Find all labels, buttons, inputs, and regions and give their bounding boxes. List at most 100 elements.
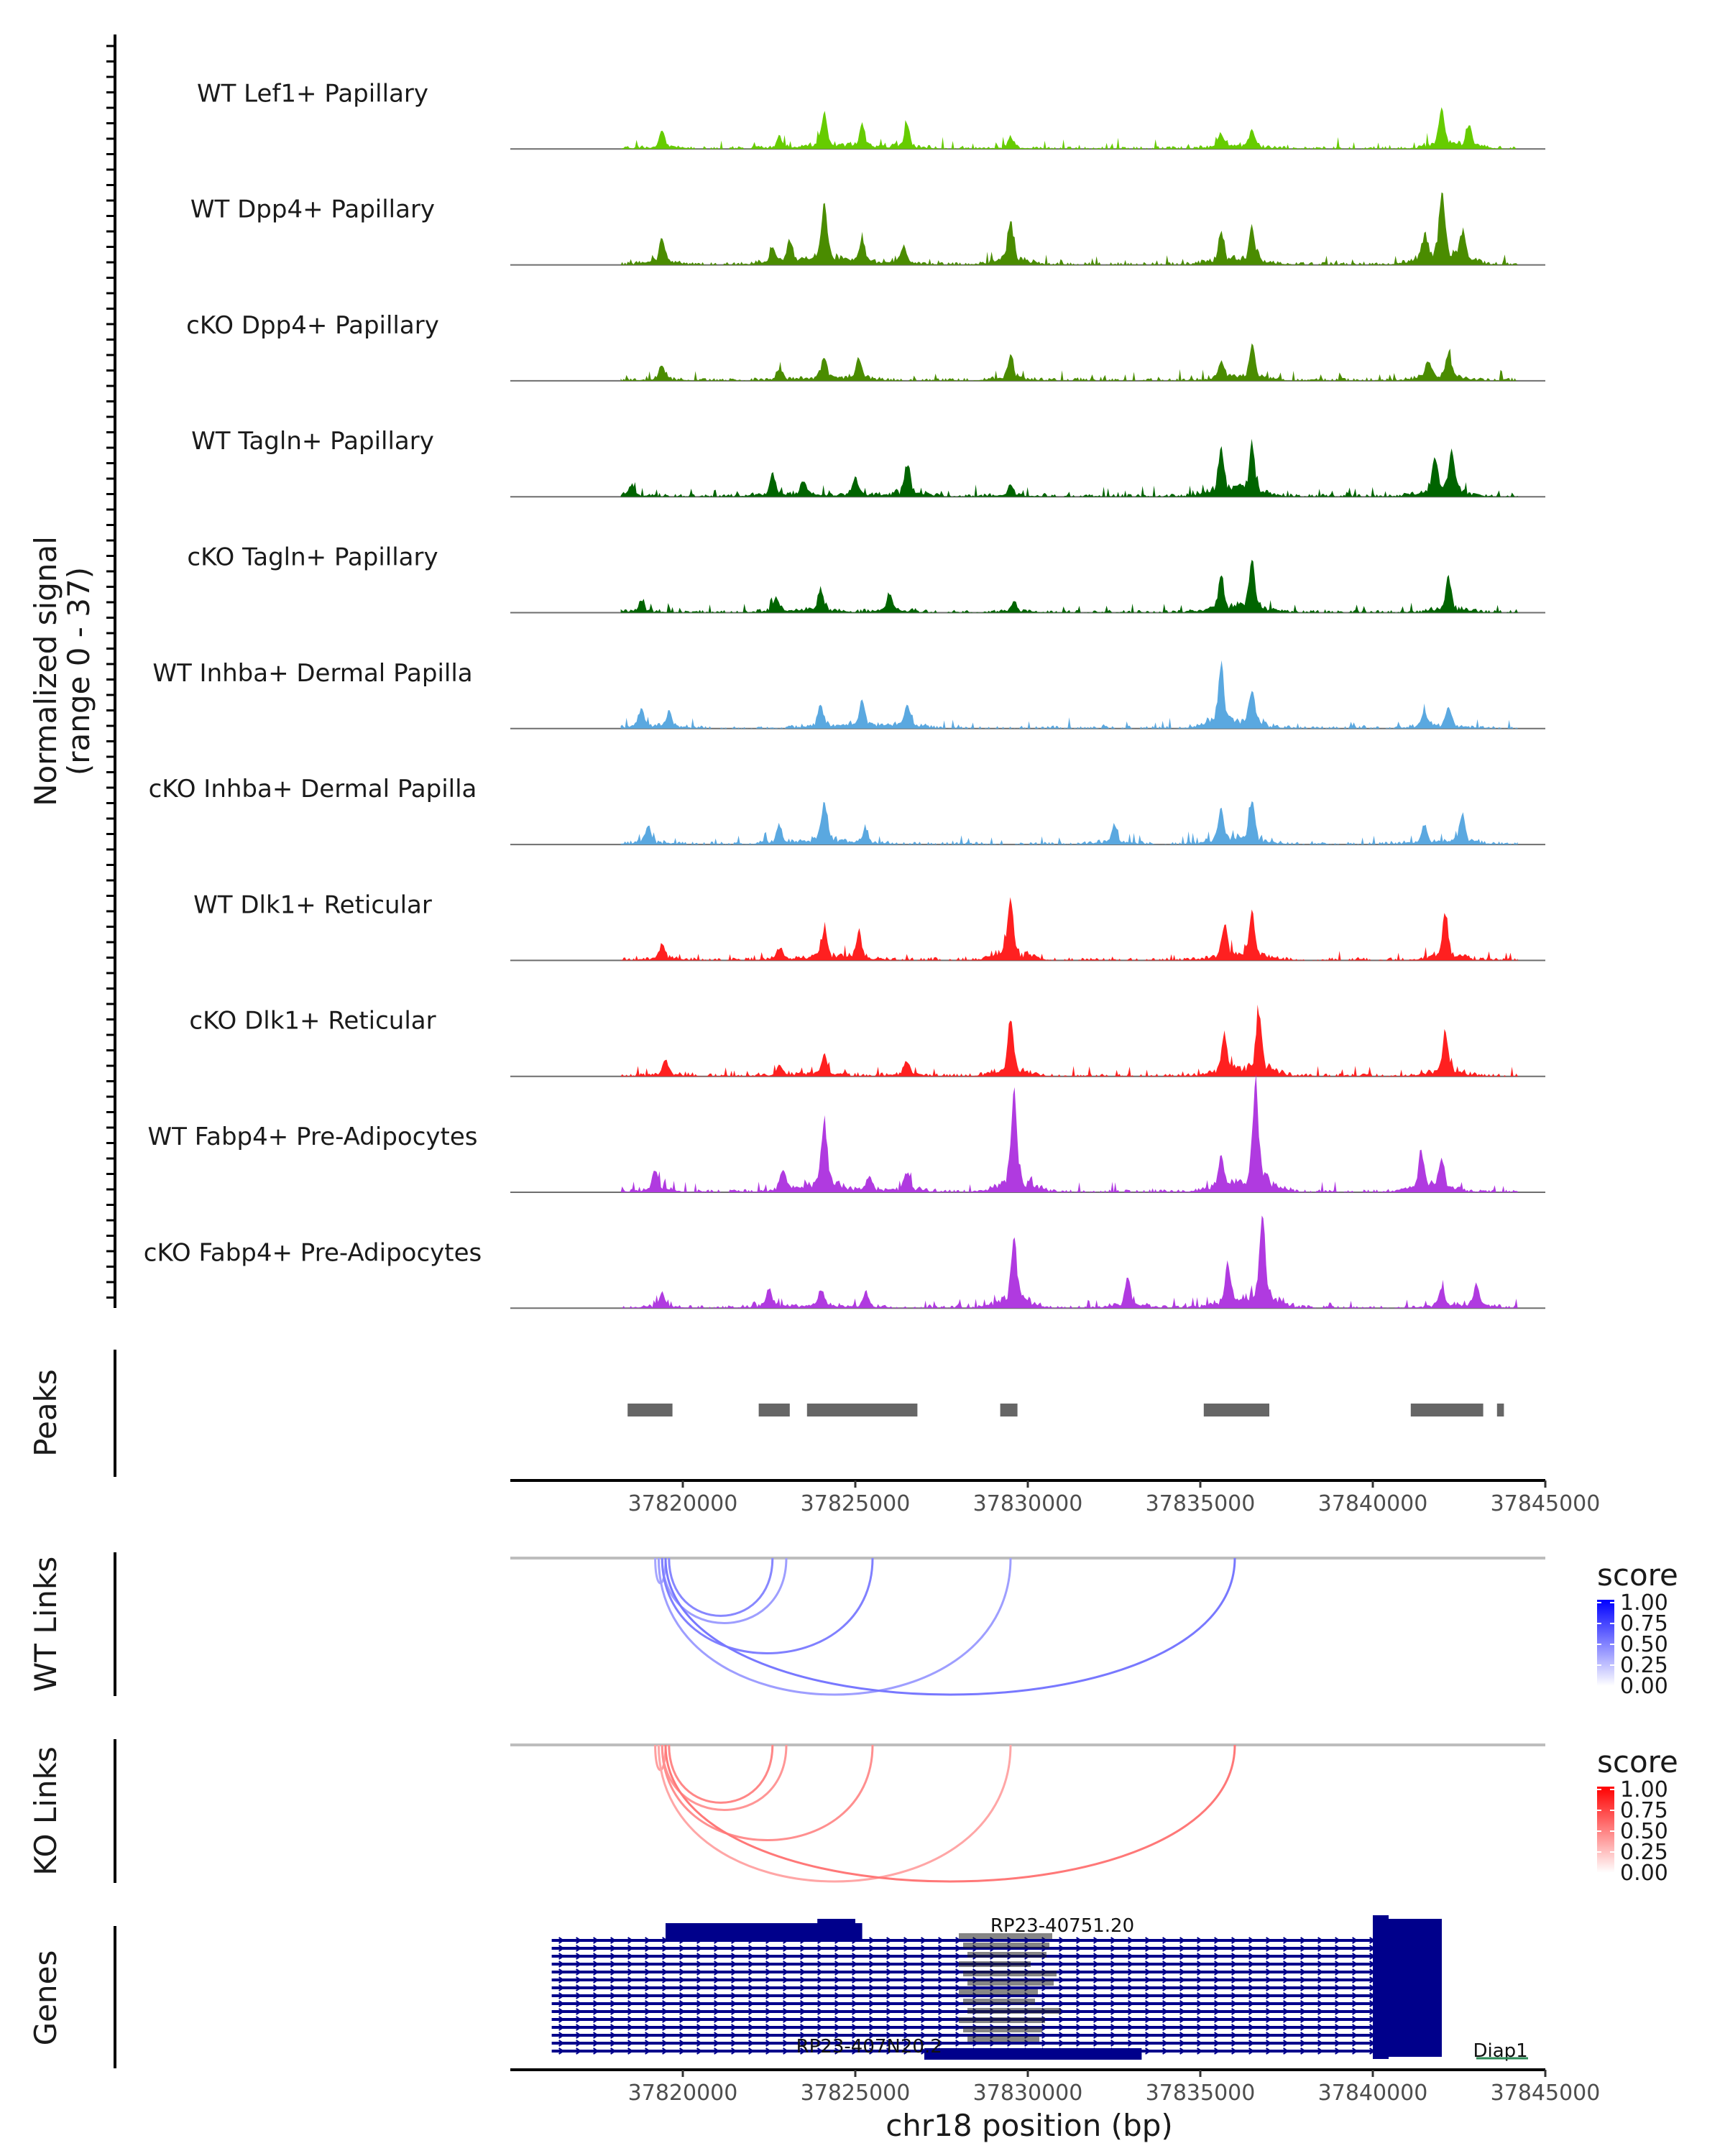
strand-arrow — [886, 1976, 893, 1984]
strand-arrow — [696, 2024, 703, 2031]
strand-arrow — [1283, 1992, 1289, 1999]
exon — [924, 2048, 1142, 2060]
strand-arrow — [834, 1945, 841, 1952]
strand-arrow — [627, 1945, 634, 1952]
strand-arrow — [576, 1992, 582, 1999]
strand-arrow — [1266, 1945, 1272, 1952]
track-label: WT Dlk1+ Reticular — [193, 890, 432, 919]
strand-arrow — [817, 1968, 824, 1976]
strand-arrow — [1197, 1945, 1203, 1952]
legend-colorbar — [1597, 1600, 1614, 1686]
strand-arrow — [1076, 1961, 1082, 1968]
strand-arrow — [1162, 1976, 1169, 1984]
strand-arrow — [921, 2000, 927, 2007]
strand-arrow — [1093, 1992, 1100, 1999]
strand-arrow — [834, 1976, 841, 1984]
strand-arrow — [1352, 1992, 1358, 1999]
strand-arrow — [938, 1984, 944, 1991]
strand-arrow — [886, 1968, 893, 1976]
strand-arrow — [834, 2040, 841, 2047]
strand-arrow — [1059, 1945, 1065, 1952]
strand-arrow — [1059, 2000, 1065, 2007]
strand-arrow — [576, 1984, 582, 1991]
strand-arrow — [886, 2008, 893, 2015]
peak-region — [1000, 1404, 1018, 1416]
strand-arrow — [886, 2024, 893, 2031]
strand-arrow — [1266, 1976, 1272, 1984]
strand-arrow — [1266, 1992, 1272, 1999]
strand-arrow — [903, 2000, 910, 2007]
strand-arrow — [1179, 2000, 1186, 2007]
strand-arrow — [1231, 2016, 1238, 2023]
strand-arrow — [921, 1953, 927, 1960]
strand-arrow — [852, 1976, 858, 1984]
strand-arrow — [955, 2008, 962, 2015]
strand-arrow — [886, 1992, 893, 1999]
strand-arrow — [1197, 2040, 1203, 2047]
strand-arrow — [1335, 2040, 1341, 2047]
strand-arrow — [1283, 1976, 1289, 1984]
strand-arrow — [1335, 1984, 1341, 1991]
strand-arrow — [1266, 2032, 1272, 2039]
strand-arrow — [645, 1984, 651, 1991]
strand-arrow — [558, 1953, 565, 1960]
strand-arrow — [1214, 2000, 1220, 2007]
strand-arrow — [696, 2040, 703, 2047]
strand-arrow — [783, 1961, 789, 1968]
ko-score-legend: 1.000.750.500.250.00 — [1597, 1777, 1668, 1886]
strand-arrow — [938, 2040, 944, 2047]
strand-arrow — [1076, 2008, 1082, 2015]
overlapping-gene-label — [959, 1961, 1031, 1967]
strand-arrow — [955, 1937, 962, 1944]
strand-arrow — [1093, 1961, 1100, 1968]
strand-arrow — [731, 1968, 737, 1976]
strand-arrow — [1145, 1992, 1151, 1999]
strand-arrow — [645, 2008, 651, 2015]
strand-arrow — [1335, 2032, 1341, 2039]
strand-arrow — [765, 2024, 772, 2031]
wt-legend-title: score — [1597, 1557, 1678, 1593]
strand-arrow — [852, 2024, 858, 2031]
coverage-track: WT Fabp4+ Pre-Adipocytes — [148, 1074, 1545, 1193]
strand-arrow — [938, 2024, 944, 2031]
strand-arrow — [955, 2024, 962, 2031]
strand-arrow — [1231, 1984, 1238, 1991]
strand-arrow — [1179, 1953, 1186, 1960]
link-arc — [668, 1744, 774, 1804]
strand-arrow — [886, 1984, 893, 1991]
wt-links-title: WT Links — [28, 1557, 63, 1692]
strand-arrow — [1231, 1968, 1238, 1976]
strand-arrow — [714, 2032, 720, 2039]
strand-arrow — [696, 1953, 703, 1960]
strand-arrow — [610, 1976, 617, 1984]
strand-arrow — [903, 2040, 910, 2047]
strand-arrow — [1248, 1976, 1255, 1984]
strand-arrow — [696, 1984, 703, 1991]
strand-arrow — [955, 1968, 962, 1976]
strand-arrow — [576, 2047, 582, 2055]
strand-arrow — [869, 2040, 875, 2047]
strand-arrow — [1162, 1961, 1169, 1968]
strand-arrow — [921, 1945, 927, 1952]
strand-arrow — [1352, 2000, 1358, 2007]
coverage-track: cKO Fabp4+ Pre-Adipocytes — [144, 1215, 1545, 1309]
strand-arrow — [627, 2047, 634, 2055]
strand-arrow — [1231, 2040, 1238, 2047]
strand-arrow — [1059, 1984, 1065, 1991]
strand-arrow — [783, 1953, 789, 1960]
strand-arrow — [938, 1937, 944, 1944]
strand-arrow — [627, 1984, 634, 1991]
strand-arrow — [1214, 1976, 1220, 1984]
strand-arrow — [1179, 2016, 1186, 2023]
strand-arrow — [1059, 1992, 1065, 1999]
strand-arrow — [852, 2047, 858, 2055]
strand-arrow — [1317, 1992, 1324, 1999]
strand-arrow — [1128, 1984, 1134, 1991]
strand-arrow — [1335, 2000, 1341, 2007]
ko-legend-title: score — [1597, 1744, 1678, 1779]
strand-arrow — [1076, 2040, 1082, 2047]
link-arc — [664, 1557, 1236, 1696]
coverage-track: WT Tagln+ Papillary — [191, 427, 1545, 498]
strand-arrow — [1179, 1976, 1186, 1984]
strand-arrow — [1248, 2008, 1255, 2015]
